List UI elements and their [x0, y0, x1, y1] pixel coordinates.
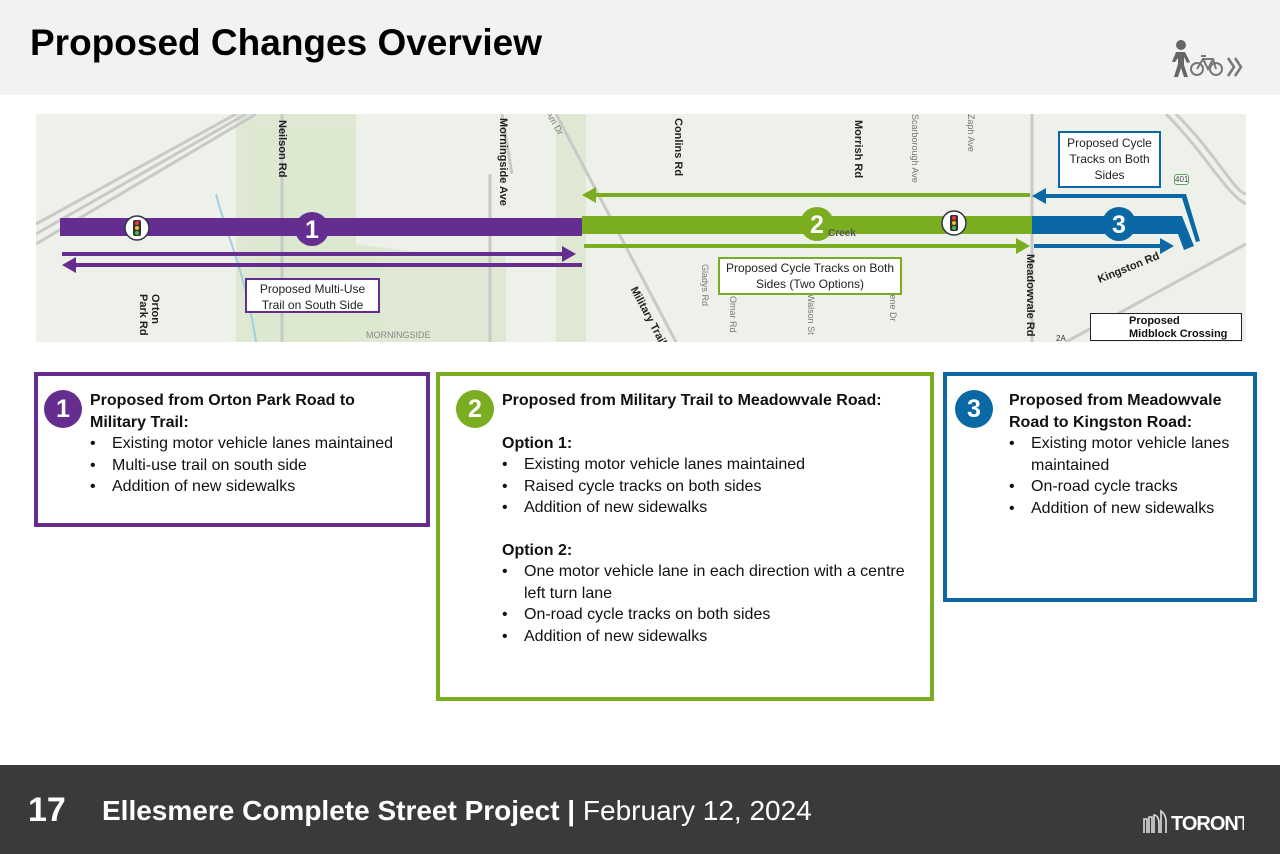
section-1-badge: 1	[44, 390, 82, 428]
traffic-signal-icon	[941, 210, 967, 236]
section-2-badge: 2	[456, 390, 494, 428]
road-label: Neilson Rd	[276, 120, 288, 178]
page-title: Proposed Changes Overview	[30, 22, 543, 63]
list-item: Raised cycle tracks on both sides	[502, 476, 918, 498]
option-2-list: One motor vehicle lane in each direction…	[502, 561, 918, 647]
road-label: Meadowvale Rd	[1024, 254, 1036, 337]
list-item: Existing motor vehicle lanes maintained	[90, 433, 414, 455]
list-item: Existing motor vehicle lanes maintained	[1009, 433, 1241, 476]
place-label: 2A	[1056, 334, 1066, 342]
purple-arrow-west	[62, 257, 582, 273]
section-3-title: Proposed from Meadowvale Road to Kingsto…	[1009, 392, 1222, 431]
list-item: Addition of new sidewalks	[90, 476, 414, 498]
option-1-label: Option 1:	[502, 434, 573, 452]
multi-use-trail-label: Proposed Multi-Use Trail on South Side	[245, 278, 380, 313]
toronto-logo: TORONTO	[1142, 805, 1265, 840]
segment-3-marker	[1102, 207, 1136, 241]
section-1-list: Existing motor vehicle lanes maintained …	[90, 433, 414, 498]
list-item: One motor vehicle lane in each direction…	[502, 561, 918, 604]
list-item: Addition of new sidewalks	[502, 497, 918, 519]
legend-label: Proposed Midblock Crossing	[1129, 315, 1228, 340]
slide-header: Proposed Changes Overview	[0, 0, 1280, 95]
route-map: 1 2 3 Neilson Rd Morningside Ave Conlins…	[36, 114, 1246, 342]
option-2-label: Option 2:	[502, 541, 573, 559]
road-label: Conlins Rd	[672, 118, 684, 177]
cycle-tracks-two-options-label: Proposed Cycle Tracks on Both Sides (Two…	[718, 257, 902, 295]
segment-1-marker	[295, 212, 329, 246]
pedestrian-bicycle-icon	[1172, 40, 1243, 77]
separator: |	[559, 795, 583, 826]
cycle-tracks-both-sides-label: Proposed Cycle Tracks on Both Sides	[1058, 131, 1161, 188]
section-1-title: Proposed from Orton Park Road to Militar…	[90, 392, 355, 431]
minor-road-label: Walson St	[806, 294, 816, 335]
list-item: Addition of new sidewalks	[1009, 498, 1241, 520]
list-item: On-road cycle tracks on both sides	[502, 604, 918, 626]
section-3-box: 3 Proposed from Meadowvale Road to Kings…	[943, 372, 1257, 602]
section-1-box: 1 Proposed from Orton Park Road to Milit…	[34, 372, 430, 527]
footer-project: Ellesmere Complete Street Project | Febr…	[102, 795, 812, 827]
segment-2-marker	[800, 207, 834, 241]
minor-road-label: Gladys Rd	[700, 264, 710, 307]
segment-2-number: 2	[810, 211, 824, 239]
section-2-title: Proposed from Military Trail to Meadowva…	[502, 392, 882, 409]
place-label: Creek	[828, 228, 856, 239]
list-item: Addition of new sidewalks	[502, 626, 918, 648]
highway-shield: 401	[1174, 174, 1190, 185]
list-item: Existing motor vehicle lanes maintained	[502, 454, 918, 476]
purple-arrow-east	[62, 246, 576, 262]
slide-footer: 17 Ellesmere Complete Street Project | F…	[0, 765, 1280, 854]
section-3-badge: 3	[955, 390, 993, 428]
green-arrow-west	[582, 187, 1030, 203]
road-label: Morrish Rd	[852, 120, 864, 179]
segment-1-number: 1	[305, 216, 319, 244]
section-3-list: Existing motor vehicle lanes maintained …	[1009, 433, 1241, 519]
place-label: MORNINGSIDE	[366, 330, 431, 340]
segment-3-number: 3	[1112, 211, 1126, 239]
road-label: Morningside Ave	[497, 118, 509, 206]
list-item: Multi-use trail on south side	[90, 455, 414, 477]
logo-text: TORONTO	[1171, 813, 1244, 835]
traffic-signal-icon	[124, 215, 150, 241]
section-2-box: 2 Proposed from Military Trail to Meadow…	[436, 372, 934, 701]
road-label: Orton Park Rd	[137, 294, 161, 336]
city-hall-icon: TORONTO	[1143, 809, 1265, 835]
page-number: 17	[28, 791, 66, 829]
list-item: On-road cycle tracks	[1009, 476, 1241, 498]
presentation-date: February 12, 2024	[582, 795, 812, 826]
green-arrow-east	[584, 238, 1030, 254]
minor-road-label: Scarborough Ave	[910, 114, 920, 183]
project-name: Ellesmere Complete Street Project	[102, 795, 560, 826]
minor-road-label: Zaph Ave	[966, 114, 976, 152]
minor-road-label: Omar Rd	[728, 296, 738, 333]
option-1-list: Existing motor vehicle lanes maintained …	[502, 454, 918, 519]
blue-arrow-east	[1034, 238, 1174, 254]
map-legend: Proposed Midblock Crossing	[1090, 313, 1242, 341]
